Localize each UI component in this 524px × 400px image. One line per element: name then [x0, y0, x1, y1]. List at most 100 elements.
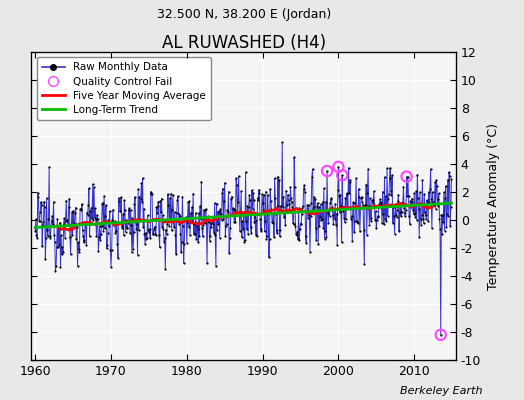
Point: [209, 214, 217, 220]
Point: [222, 220, 231, 227]
Point: [135, 194, 144, 200]
Point: [286, 184, 294, 190]
Point: [77, 206, 85, 213]
Point: [143, 235, 151, 242]
Point: [432, 177, 441, 183]
Point: [68, 232, 77, 238]
Point: [195, 233, 204, 239]
Point: [38, 243, 46, 250]
Point: [359, 227, 368, 233]
Point: [142, 236, 150, 242]
Point: [145, 226, 154, 232]
Point: [438, 231, 446, 237]
Point: [54, 244, 62, 250]
Point: [137, 180, 146, 186]
Point: [353, 218, 362, 225]
Point: [412, 217, 421, 224]
Point: [442, 224, 451, 230]
Point: [40, 198, 48, 205]
Point: [340, 214, 348, 221]
Point: [157, 195, 166, 202]
Point: [182, 214, 190, 220]
Point: [251, 213, 259, 220]
Point: [429, 199, 438, 205]
Point: [254, 197, 263, 204]
Point: [434, 196, 442, 202]
Point: [337, 239, 346, 246]
Point: [328, 195, 336, 202]
Point: [359, 202, 367, 208]
Point: [165, 223, 173, 229]
Point: [213, 227, 221, 233]
Point: [407, 204, 415, 210]
Point: [64, 221, 72, 228]
Point: [391, 211, 400, 218]
Point: [175, 221, 183, 228]
Point: [101, 225, 109, 232]
Point: [69, 208, 78, 214]
Point: [221, 180, 229, 186]
Point: [216, 206, 224, 213]
Point: [205, 238, 214, 244]
Point: [301, 233, 310, 239]
Point: [82, 220, 90, 226]
Point: [341, 219, 349, 225]
Point: [70, 220, 79, 227]
Point: [233, 182, 241, 188]
Point: [64, 204, 73, 210]
Point: [205, 219, 213, 226]
Point: [193, 226, 202, 232]
Point: [150, 226, 158, 232]
Point: [260, 192, 268, 198]
Point: [187, 218, 195, 225]
Point: [125, 205, 134, 212]
Point: [378, 220, 386, 226]
Point: [200, 220, 209, 226]
Point: [380, 221, 388, 227]
Point: [170, 224, 178, 230]
Point: [174, 193, 182, 199]
Point: [242, 218, 250, 224]
Point: [370, 203, 379, 209]
Point: [81, 219, 89, 226]
Point: [231, 218, 239, 225]
Point: [116, 208, 124, 214]
Point: [267, 206, 276, 212]
Point: [406, 198, 414, 204]
Point: [196, 203, 204, 209]
Point: [192, 236, 201, 242]
Point: [167, 190, 175, 197]
Point: [257, 227, 265, 234]
Point: [291, 184, 299, 190]
Point: [74, 239, 82, 246]
Point: [446, 223, 454, 229]
Point: [141, 241, 149, 248]
Point: [190, 220, 199, 227]
Point: [296, 226, 304, 232]
Point: [400, 212, 409, 219]
Point: [126, 207, 135, 214]
Point: [254, 195, 262, 201]
Point: [236, 209, 245, 215]
Point: [137, 196, 145, 202]
Point: [134, 251, 142, 258]
Point: [173, 196, 181, 203]
Point: [265, 236, 274, 242]
Point: [71, 209, 79, 216]
Point: [425, 199, 433, 206]
Point: [118, 225, 127, 231]
Point: [437, 212, 445, 218]
Point: [416, 189, 424, 196]
Point: [72, 236, 81, 242]
Point: [215, 208, 223, 214]
Point: [310, 204, 319, 210]
Point: [116, 207, 125, 214]
Point: [108, 206, 117, 213]
Point: [178, 239, 186, 246]
Point: [156, 244, 164, 251]
Point: [139, 223, 147, 230]
Point: [362, 202, 370, 209]
Point: [110, 222, 118, 229]
Point: [375, 201, 384, 208]
Point: [436, 332, 445, 338]
